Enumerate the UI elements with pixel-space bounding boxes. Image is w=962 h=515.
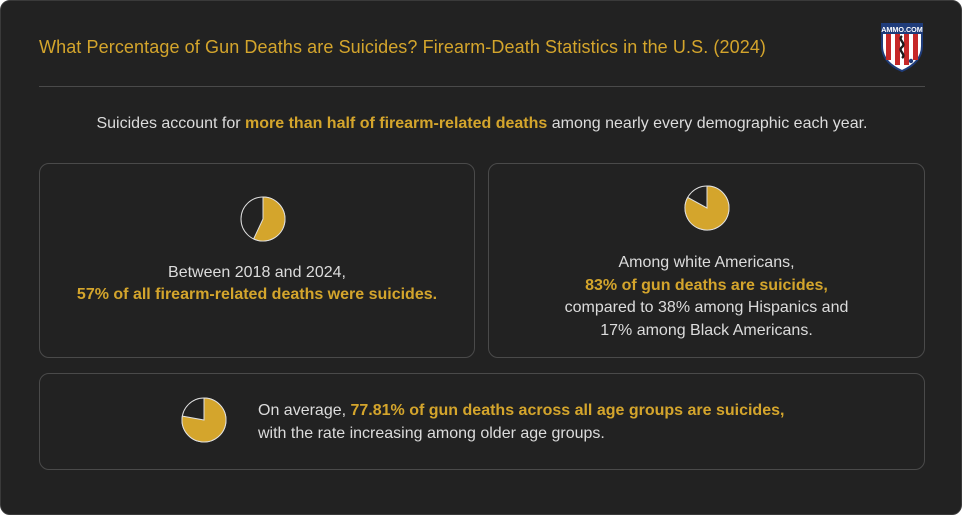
header-divider	[39, 86, 925, 87]
pie-chart-icon	[684, 185, 730, 231]
page-title: What Percentage of Gun Deaths are Suicid…	[39, 37, 767, 57]
card-text: Among white Americans, 83% of gun deaths…	[489, 252, 924, 342]
ammo-com-logo: AMMO.COM	[881, 23, 923, 72]
intro-text: Suicides account for more than half of f…	[96, 115, 868, 132]
card-text: On average, 77.81% of gun deaths across …	[258, 402, 785, 442]
stat-card-overall: Between 2018 and 2024, 57% of all firear…	[39, 163, 475, 358]
stat-highlight: 83% of gun deaths are suicides,	[585, 276, 828, 294]
stat-highlight: 77.81% of gun deaths across all age grou…	[350, 402, 785, 419]
pie-chart-icon	[240, 196, 286, 242]
pie-slice-suicides	[252, 196, 286, 242]
stat-highlight: 57% of all firearm-related deaths were s…	[76, 286, 438, 303]
logo-text: AMMO.COM	[881, 25, 923, 34]
intro-highlight: more than half of firearm-related deaths	[245, 115, 548, 132]
pie-slice-suicides	[684, 185, 730, 231]
pie-chart-icon	[181, 397, 227, 443]
card-text: Between 2018 and 2024, 57% of all firear…	[40, 262, 474, 306]
stat-card-age: On average, 77.81% of gun deaths across …	[39, 373, 925, 470]
stat-card-race: Among white Americans, 83% of gun deaths…	[488, 163, 925, 358]
pie-slice-suicides	[181, 397, 227, 443]
